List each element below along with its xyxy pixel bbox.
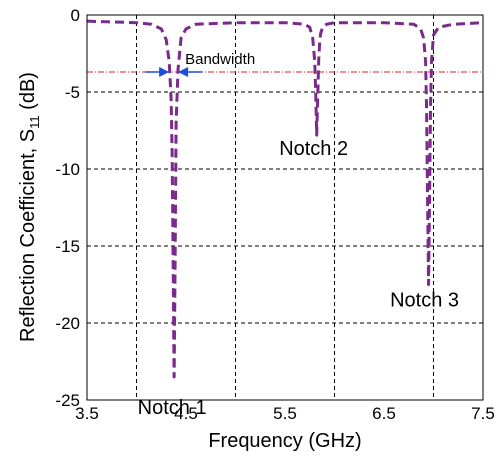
x-axis-title: Frequency (GHz) [208,430,361,452]
y-tick-label: -10 [55,160,80,179]
y-tick-label: 0 [71,6,80,25]
bandwidth-arrow-left-head [159,67,169,77]
y-tick-label: -20 [55,314,80,333]
y-tick-label: -25 [55,391,80,410]
y-axis-title: Reflection Coefficient, S11 (dB) [17,72,42,342]
series-line-s11 [87,21,483,377]
annotation-bandwidth: Bandwidth [185,51,255,68]
annotation-notch-1: Notch 1 [138,397,207,419]
y-tick-label: -5 [65,83,80,102]
y-axis-title-subscript: 11 [27,115,42,129]
annotation-notch-2: Notch 2 [279,138,348,160]
x-tick-label: 5.5 [273,404,297,423]
bandwidth-arrows [145,67,202,77]
x-tick-label: 7.5 [471,404,495,423]
y-axis-title-main: Reflection Coefficient, S [17,129,39,342]
plot-area-frame [87,15,483,400]
series-group [87,21,483,377]
annotation-notch-3: Notch 3 [390,290,459,312]
y-axis-title-unit: (dB) [17,72,39,115]
grid-lines [87,15,483,400]
x-tick-label: 6.5 [372,404,396,423]
annotations: Notch 1 Notch 2 Notch 3 Bandwidth [138,51,459,419]
y-tick-label: -15 [55,237,80,256]
